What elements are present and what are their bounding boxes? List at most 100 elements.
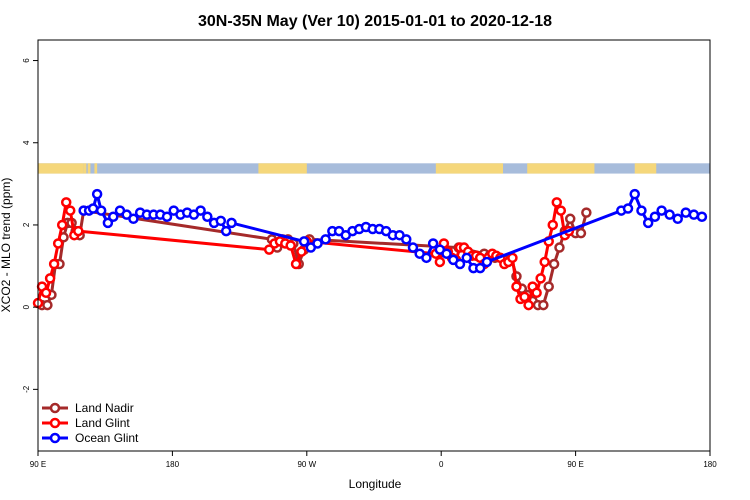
data-point-land-glint — [263, 244, 275, 255]
data-point-land-nadir — [543, 281, 554, 292]
data-point-ocean-glint — [680, 207, 692, 218]
data-point-ocean-glint — [108, 211, 119, 222]
ocean-band — [38, 163, 710, 174]
data-point-ocean-glint — [202, 211, 213, 222]
data-point-land-glint — [535, 273, 546, 284]
land-ocean-band — [38, 163, 710, 174]
x-tick-label: 180 — [703, 460, 717, 469]
data-point-ocean-glint — [642, 217, 654, 229]
data-point-ocean-glint — [195, 205, 206, 216]
series-layer — [32, 188, 708, 311]
x-tick-label: 0 — [439, 460, 444, 469]
data-point-land-glint — [296, 246, 307, 257]
y-tick-label: 4 — [22, 140, 31, 145]
y-axis-label: XCO2 - MLO trend (ppm) — [0, 178, 13, 313]
data-point-ocean-glint — [220, 225, 232, 237]
data-point-ocean-glint — [95, 205, 107, 216]
y-axis: -2 0 2 4 6 — [22, 58, 38, 393]
data-point-land-nadir — [581, 207, 592, 218]
data-point-land-glint — [60, 197, 72, 208]
data-point-ocean-glint — [87, 203, 99, 214]
data-point-ocean-glint — [454, 258, 466, 270]
land-segment — [435, 163, 504, 174]
data-point-ocean-glint — [215, 215, 227, 227]
land-segment — [258, 163, 307, 174]
data-point-ocean-glint — [226, 217, 237, 229]
series-ocean-glint — [78, 188, 708, 274]
land-segment — [83, 163, 87, 174]
data-point-ocean-glint — [474, 262, 486, 274]
data-point-ocean-glint — [407, 242, 419, 253]
data-point-land-nadir — [42, 299, 53, 311]
data-point-land-glint — [290, 258, 302, 270]
data-point-ocean-glint — [629, 188, 640, 200]
chart-title: 30N-35N May (Ver 10) 2015-01-01 to 2020-… — [198, 13, 552, 30]
data-point-land-glint — [52, 238, 64, 249]
data-point-ocean-glint — [664, 209, 675, 220]
data-point-ocean-glint — [656, 205, 667, 216]
y-tick-label: 0 — [22, 304, 31, 309]
data-point-land-nadir — [548, 258, 560, 270]
data-point-land-glint — [547, 219, 559, 231]
data-point-land-glint — [531, 287, 542, 299]
land-segment — [94, 163, 98, 174]
data-point-ocean-glint — [688, 209, 700, 220]
legend-swatch-marker — [49, 402, 61, 414]
data-point-ocean-glint — [441, 248, 452, 259]
data-point-land-glint — [551, 197, 563, 208]
y-tick-label: 2 — [22, 222, 31, 227]
legend-item-land-nadir: Land Nadir — [42, 401, 134, 415]
data-point-land-glint — [555, 205, 567, 216]
data-point-ocean-glint — [298, 236, 310, 247]
data-point-ocean-glint — [696, 211, 708, 222]
data-point-ocean-glint — [672, 213, 683, 225]
legend-swatch-marker — [49, 417, 61, 429]
data-point-ocean-glint — [161, 211, 173, 222]
x-axis-label: Longitude — [349, 477, 402, 491]
data-point-land-nadir — [564, 213, 576, 225]
data-point-land-glint — [73, 225, 84, 237]
data-point-ocean-glint — [401, 234, 412, 245]
land-segment — [527, 163, 595, 174]
land-segment — [38, 163, 84, 174]
data-point-ocean-glint — [649, 211, 661, 222]
y-tick-label: -2 — [22, 385, 31, 393]
data-point-ocean-glint — [481, 256, 493, 268]
land-segment — [634, 163, 657, 174]
legend-swatch-marker — [49, 432, 61, 444]
x-tick-label: 90 E — [30, 460, 46, 469]
data-point-land-glint — [44, 273, 56, 284]
data-point-land-glint — [511, 281, 522, 292]
data-point-ocean-glint — [461, 252, 472, 264]
data-point-land-nadir — [554, 242, 565, 253]
data-point-land-glint — [285, 240, 296, 251]
data-point-land-glint — [519, 291, 530, 303]
x-tick-label: 90 E — [567, 460, 583, 469]
legend-label: Land Glint — [75, 416, 130, 430]
plot-frame — [37, 39, 711, 452]
data-point-land-glint — [539, 256, 550, 268]
legend-item-land-glint: Land Glint — [42, 416, 130, 430]
data-point-land-glint — [48, 258, 60, 270]
data-point-land-nadir — [575, 227, 587, 239]
y-tick-label: 6 — [22, 58, 31, 63]
data-point-land-glint — [523, 299, 534, 311]
data-point-ocean-glint — [427, 238, 439, 249]
data-point-ocean-glint — [622, 203, 634, 214]
data-point-land-glint — [507, 252, 518, 264]
data-point-ocean-glint — [320, 234, 331, 245]
data-point-ocean-glint — [91, 188, 103, 200]
data-point-land-glint — [65, 205, 76, 216]
data-point-land-glint — [434, 256, 446, 268]
data-point-land-glint — [56, 219, 68, 231]
data-point-ocean-glint — [421, 252, 432, 264]
data-point-ocean-glint — [312, 238, 323, 249]
x-tick-label: 180 — [166, 460, 180, 469]
x-axis: 90 E 180 90 W 0 90 E 180 — [30, 451, 717, 469]
legend-item-ocean-glint: Ocean Glint — [42, 431, 139, 445]
data-point-ocean-glint — [128, 213, 139, 225]
data-point-ocean-glint — [636, 205, 647, 216]
legend-label: Land Nadir — [75, 401, 134, 415]
land-segment — [87, 163, 91, 174]
